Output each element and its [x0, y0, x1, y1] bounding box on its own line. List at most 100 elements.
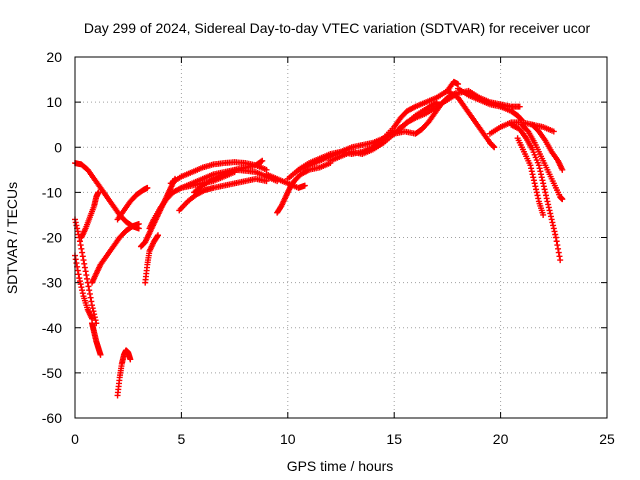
y-tick-label: 10 [46, 94, 62, 110]
data-point [87, 294, 94, 301]
data-point [88, 298, 95, 305]
data-point [72, 256, 79, 263]
data-point [554, 242, 561, 249]
data-point [547, 213, 554, 220]
data-point [490, 143, 497, 150]
data-series [327, 99, 440, 164]
data-point [540, 183, 547, 190]
data-series [89, 220, 142, 286]
data-point [301, 182, 308, 189]
data-point [528, 168, 535, 175]
data-point [534, 192, 541, 199]
data-point [555, 245, 562, 252]
data-point [79, 290, 86, 297]
data-point [127, 356, 134, 363]
data-point [551, 228, 558, 235]
data-point [543, 195, 550, 202]
data-series [191, 157, 266, 196]
data-point [263, 178, 270, 185]
data-point [559, 166, 566, 173]
y-tick-label: -50 [42, 365, 62, 381]
data-point [528, 165, 535, 172]
data-point [82, 268, 89, 275]
data-point [555, 249, 562, 256]
data-point [89, 302, 96, 309]
data-point [539, 177, 546, 184]
data-series [114, 184, 151, 223]
data-point [537, 168, 544, 175]
data-point [77, 281, 84, 288]
data-series [142, 232, 161, 286]
data-point [76, 275, 83, 282]
data-point [552, 231, 559, 238]
data-point [79, 287, 86, 294]
data-series [369, 78, 462, 151]
data-point [548, 216, 555, 223]
data-point [84, 275, 91, 282]
y-tick-label: 20 [46, 49, 62, 65]
data-point [259, 157, 266, 164]
data-point [135, 220, 142, 227]
data-point [550, 225, 557, 232]
data-point [74, 267, 81, 274]
data-point [530, 174, 537, 181]
data-marks [72, 78, 566, 399]
y-tick-label: 0 [54, 139, 62, 155]
data-point [541, 186, 548, 193]
y-tick-label: -40 [42, 320, 62, 336]
data-point [76, 278, 83, 285]
x-axis-label: GPS time / hours [287, 458, 394, 474]
plot-frame [74, 56, 608, 419]
data-series [89, 320, 104, 358]
data-series [514, 135, 547, 218]
data-series [78, 189, 102, 241]
data-point [75, 271, 82, 278]
data-point [95, 189, 102, 196]
y-tick-label: -30 [42, 275, 62, 291]
grid [75, 57, 607, 418]
x-tick-label: 25 [599, 431, 615, 447]
data-point [76, 238, 83, 245]
data-point [79, 253, 86, 260]
data-point [78, 245, 85, 252]
data-series [72, 160, 142, 232]
data-series [391, 90, 459, 137]
data-point [86, 287, 93, 294]
data-series [295, 128, 398, 173]
data-point [527, 162, 534, 169]
x-tick-label: 20 [493, 431, 509, 447]
data-series [508, 121, 564, 264]
data-point [74, 228, 81, 235]
data-point [535, 162, 542, 169]
data-point [533, 189, 540, 196]
y-axis-ticks: -60 -50 -40 -30 -20 -10 0 10 20 [42, 49, 607, 426]
data-series [529, 121, 566, 173]
data-point [529, 171, 536, 178]
data-point [556, 253, 563, 260]
data-series [455, 85, 525, 124]
data-point [540, 211, 547, 218]
x-tick-label: 0 [71, 431, 79, 447]
data-point [154, 233, 161, 240]
data-point [533, 186, 540, 193]
data-point [542, 189, 549, 196]
data-point [532, 183, 539, 190]
y-tick-label: -60 [42, 410, 62, 426]
data-point [86, 290, 93, 297]
data-point [536, 165, 543, 172]
data-series [263, 171, 308, 191]
data-series [72, 252, 96, 322]
data-point [550, 128, 557, 135]
data-point [83, 272, 90, 279]
data-point [544, 198, 551, 205]
data-point [77, 242, 84, 249]
data-point [92, 317, 99, 324]
data-point [542, 192, 549, 199]
data-point [538, 174, 545, 181]
data-point [540, 180, 547, 187]
data-point [78, 284, 85, 291]
data-point [535, 195, 542, 202]
data-point [531, 180, 538, 187]
data-point [79, 249, 86, 256]
